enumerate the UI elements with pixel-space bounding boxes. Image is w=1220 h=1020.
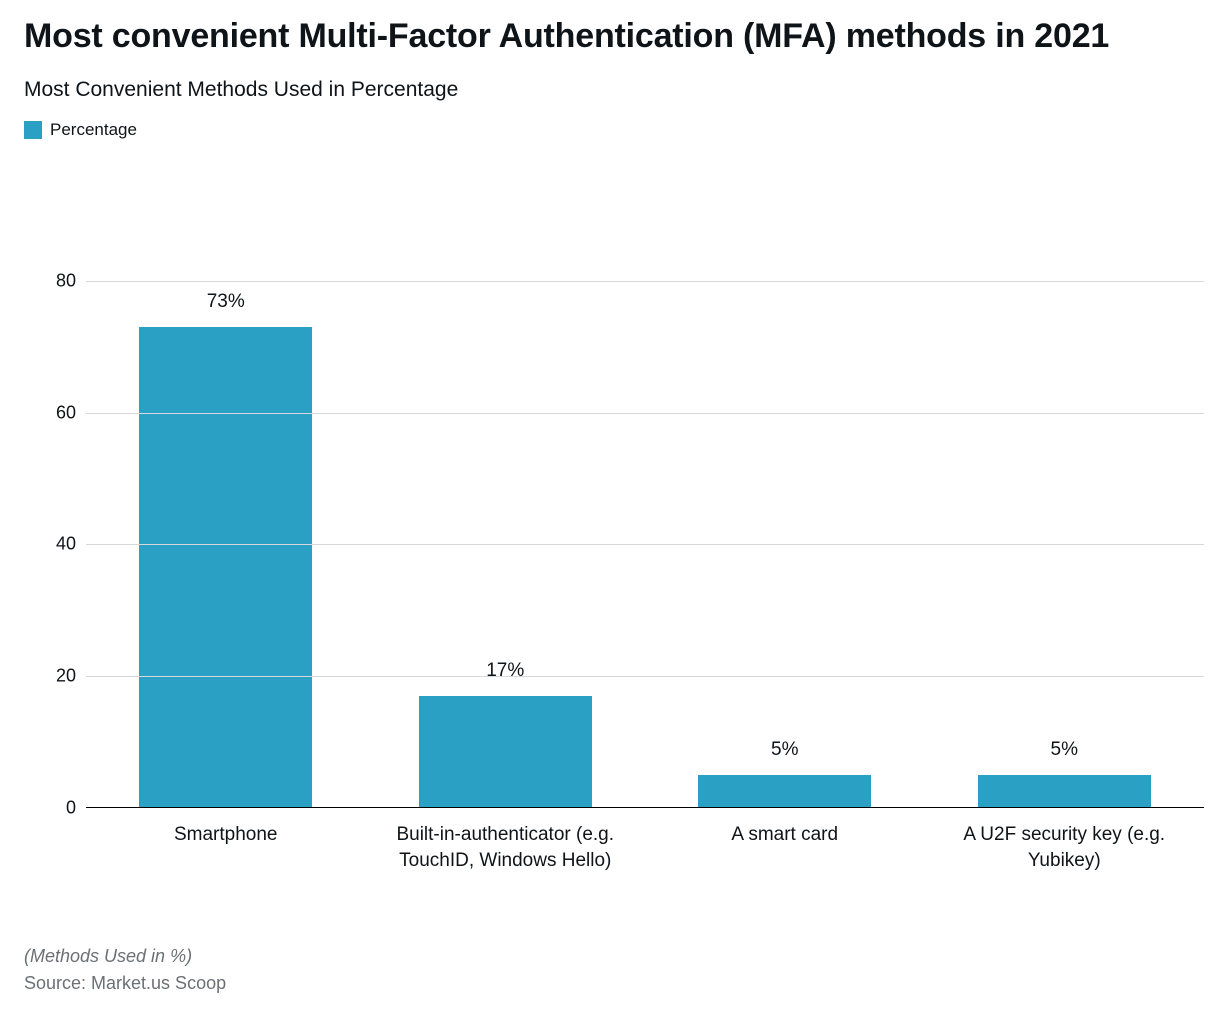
bar bbox=[419, 696, 592, 808]
x-axis-label: Built-in-authenticator (e.g. TouchID, Wi… bbox=[366, 808, 646, 873]
y-tick-label: 0 bbox=[66, 798, 86, 819]
chart-footer: (Methods Used in %) Source: Market.us Sc… bbox=[24, 946, 226, 994]
gridline bbox=[86, 413, 1204, 414]
y-tick-label: 60 bbox=[56, 402, 86, 423]
chart-container: Most convenient Multi-Factor Authenticat… bbox=[0, 0, 1220, 1020]
x-axis-label: A smart card bbox=[645, 808, 925, 873]
bar bbox=[139, 327, 312, 808]
footnote: (Methods Used in %) bbox=[24, 946, 226, 967]
legend-label: Percentage bbox=[50, 120, 137, 140]
bar-slot: 73% bbox=[86, 248, 366, 808]
bar bbox=[978, 775, 1151, 808]
gridline bbox=[86, 676, 1204, 677]
bar-slot: 17% bbox=[366, 248, 646, 808]
bar bbox=[698, 775, 871, 808]
bar-value-label: 5% bbox=[1051, 739, 1078, 761]
bars-group: 73% 17% 5% 5% bbox=[86, 248, 1204, 808]
gridline bbox=[86, 281, 1204, 282]
chart-subtitle: Most Convenient Methods Used in Percenta… bbox=[24, 78, 1196, 102]
bar-slot: 5% bbox=[925, 248, 1205, 808]
bar-slot: 5% bbox=[645, 248, 925, 808]
gridline bbox=[86, 544, 1204, 545]
plot-region: 73%17%5%5% 020406080 bbox=[86, 248, 1204, 808]
x-axis-labels: SmartphoneBuilt-in-authenticator (e.g. T… bbox=[86, 808, 1204, 873]
bar-value-label: 5% bbox=[771, 739, 798, 761]
y-tick-label: 80 bbox=[56, 270, 86, 291]
chart-title: Most convenient Multi-Factor Authenticat… bbox=[24, 16, 1196, 56]
legend-swatch bbox=[24, 121, 42, 139]
chart-area: 73% 17% 5% 5% 0 20 40 60 80 SmartphoneBuilt-in-… bbox=[24, 248, 1196, 918]
legend: Percentage bbox=[24, 120, 1196, 140]
y-tick-label: 20 bbox=[56, 666, 86, 687]
source-line: Source: Market.us Scoop bbox=[24, 973, 226, 994]
y-tick-label: 40 bbox=[56, 534, 86, 555]
x-axis-label: A U2F security key (e.g. Yubikey) bbox=[925, 808, 1205, 873]
bar-value-label: 17% bbox=[486, 660, 524, 682]
bar-value-label: 73% bbox=[207, 291, 245, 313]
x-axis-label: Smartphone bbox=[86, 808, 366, 873]
